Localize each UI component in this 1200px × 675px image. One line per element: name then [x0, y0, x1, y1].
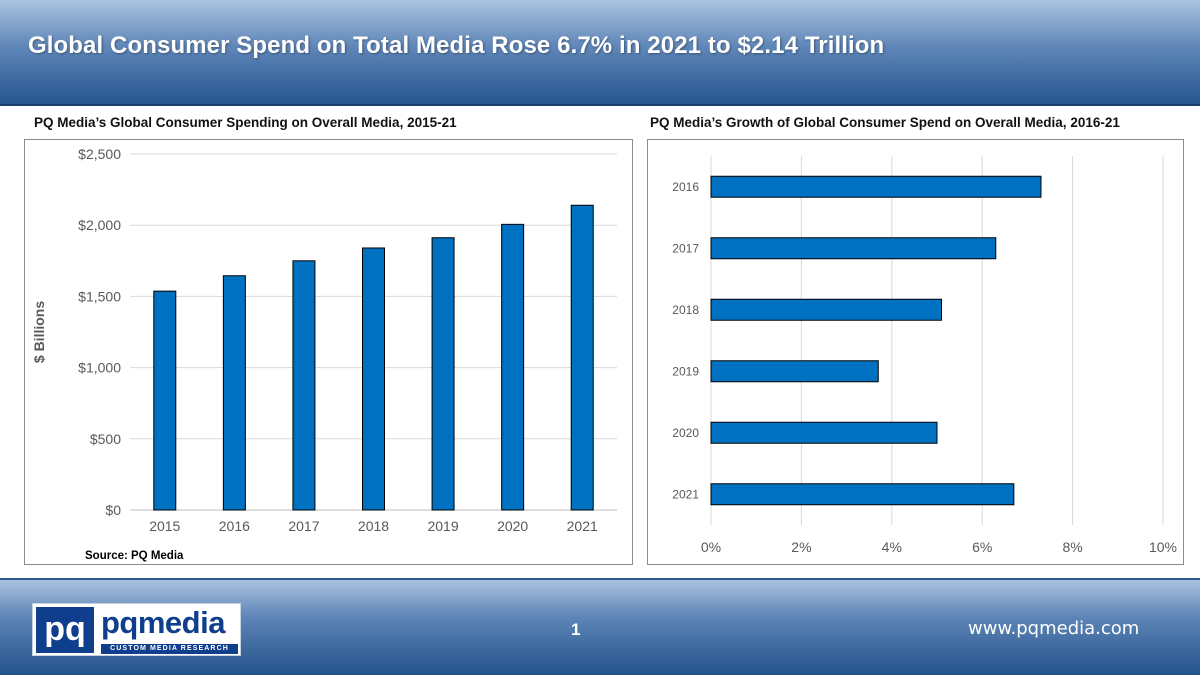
x-tick-label: 2021	[567, 518, 598, 534]
y-tick-label: 2020	[672, 426, 699, 440]
logo-wordmark: pqmedia	[101, 605, 225, 640]
source-note: Source: PQ Media	[85, 550, 184, 562]
growth-bar-chart: 0% 2% 4% 6% 8% 10% 2016 2017 2018 2019 2020 2021	[672, 156, 1177, 555]
spending-bar-2017	[292, 260, 316, 511]
page-number: 1	[571, 620, 581, 639]
x-tick-label: 0%	[701, 539, 721, 555]
y-tick-label: $500	[90, 431, 121, 447]
y-tick-label: $1,000	[78, 360, 121, 376]
x-tick-label: 2%	[791, 539, 811, 555]
growth-bar-2018	[710, 298, 943, 321]
right-chart-title: PQ Media’s Growth of Global Consumer Spe…	[650, 115, 1120, 130]
y-tick-label: 2017	[672, 241, 699, 255]
x-tick-label: 2018	[358, 518, 389, 534]
left-chart-title: PQ Media’s Global Consumer Spending on O…	[34, 115, 457, 130]
pqmedia-logo: pq pqmedia CUSTOM MEDIA RESEARCH	[32, 603, 241, 656]
slide-footer: pq pqmedia CUSTOM MEDIA RESEARCH 1 www.p…	[0, 578, 1200, 675]
growth-bar-2016	[710, 175, 1042, 198]
y-axis-label: $ Billions	[31, 301, 47, 363]
slide-title: Global Consumer Spend on Total Media Ros…	[28, 32, 885, 59]
y-tick-label: $0	[105, 502, 121, 518]
website-url: www.pqmedia.com	[968, 618, 1140, 639]
logo-tagline: CUSTOM MEDIA RESEARCH	[101, 644, 238, 654]
x-tick-label: 2017	[288, 518, 319, 534]
slide-header: Global Consumer Spend on Total Media Ros…	[0, 0, 1200, 106]
growth-bar-2021	[710, 483, 1015, 506]
y-tick-label: 2016	[672, 180, 699, 194]
y-tick-label: $1,500	[78, 288, 121, 304]
x-tick-label: 2020	[497, 518, 528, 534]
logo-mark: pq	[36, 607, 94, 653]
spending-bar-chart: $0 $500 $1,000 $1,500 $2,000 $2,500 2015 2016 20…	[31, 146, 617, 562]
x-tick-label: 2016	[219, 518, 250, 534]
y-tick-label: $2,500	[78, 146, 121, 162]
x-tick-label: 2015	[149, 518, 180, 534]
x-tick-label: 8%	[1062, 539, 1082, 555]
spending-bar-2016	[222, 275, 246, 511]
spending-bar-2015	[153, 290, 177, 511]
spending-bar-2018	[362, 247, 385, 511]
spending-bar-2019	[431, 237, 455, 511]
y-tick-label: 2019	[672, 364, 699, 378]
x-tick-label: 10%	[1149, 539, 1177, 555]
growth-bar-2020	[710, 421, 938, 444]
spending-bar-2020	[501, 223, 525, 511]
x-tick-label: 2019	[427, 518, 458, 534]
spending-bar-2021	[570, 204, 594, 511]
growth-bar-2019	[710, 360, 879, 383]
growth-chart-panel: 0% 2% 4% 6% 8% 10% 2016 2017 2018 2019 2020 2021	[647, 139, 1184, 565]
y-tick-label: 2021	[672, 487, 699, 501]
y-tick-label: 2018	[672, 303, 699, 317]
x-tick-label: 6%	[972, 539, 992, 555]
y-tick-label: $2,000	[78, 217, 121, 233]
spending-chart-panel: $0 $500 $1,000 $1,500 $2,000 $2,500 2015 2016 20…	[24, 139, 633, 565]
growth-bar-2017	[710, 237, 997, 260]
x-tick-label: 4%	[882, 539, 902, 555]
